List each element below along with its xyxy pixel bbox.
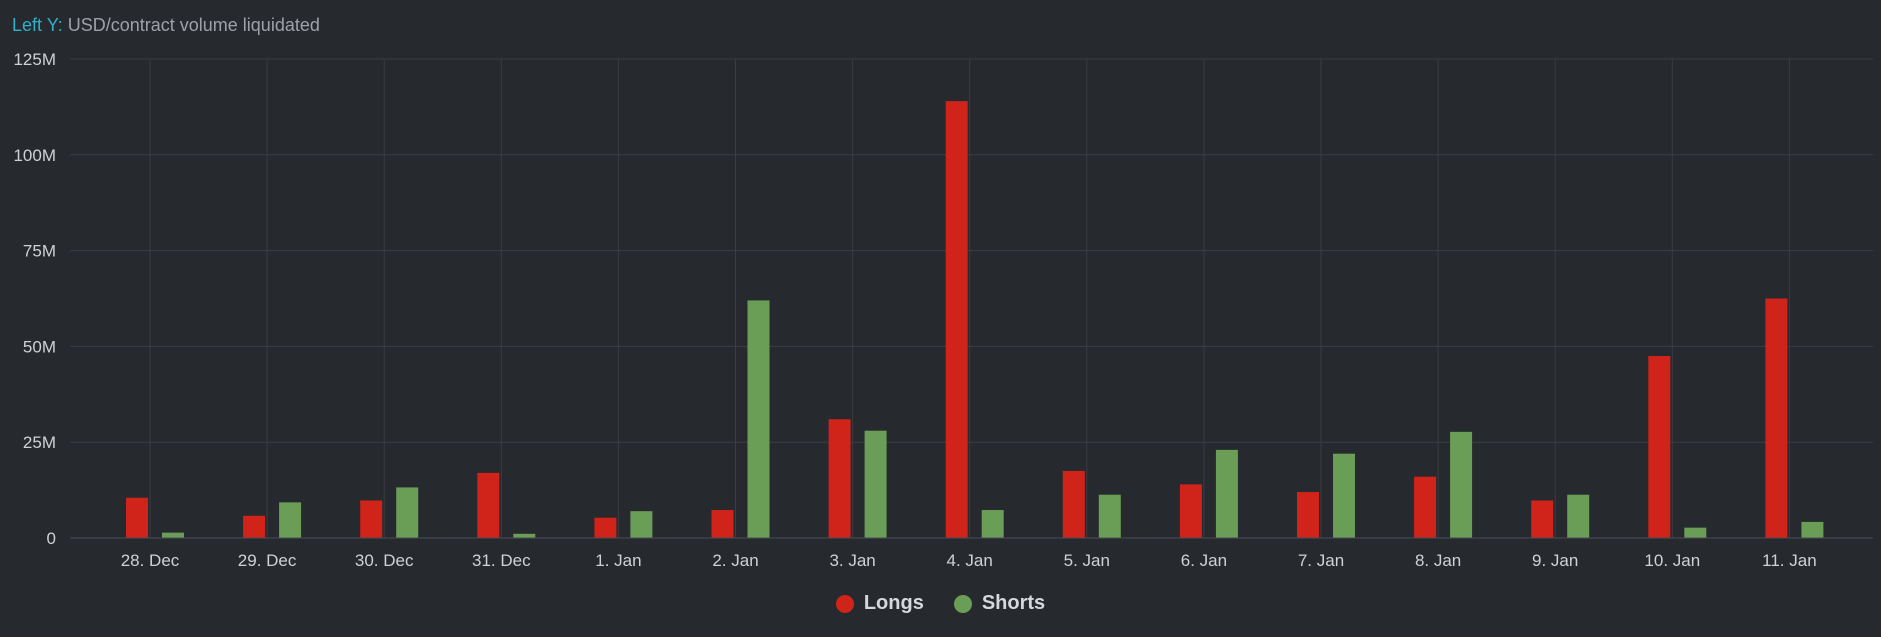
x-tick-label: 11. Jan <box>1762 551 1817 570</box>
longs-swatch-icon <box>835 594 854 613</box>
bar-longs <box>126 497 148 538</box>
bar-shorts <box>162 532 184 538</box>
axis-header-prefix: Left Y: <box>12 15 63 35</box>
bar-shorts <box>396 487 419 538</box>
y-tick-label: 75M <box>23 242 56 261</box>
legend-label-longs: Longs <box>863 592 924 614</box>
bar-shorts <box>747 300 770 538</box>
bar-chart: 0 25M 50M 75M 100M 125M 28. Dec 29. Dec 30. Dec 3… <box>13 50 1873 570</box>
bar-shorts <box>1801 521 1824 538</box>
bar-shorts <box>630 511 653 538</box>
bar-longs <box>1179 484 1202 538</box>
y-tick-label: 25M <box>23 433 56 452</box>
x-tick-label: 3. Jan <box>829 551 875 570</box>
x-tick-label: 2. Jan <box>712 551 758 570</box>
bar-shorts <box>864 430 887 538</box>
bar-shorts <box>1684 527 1707 538</box>
bar-shorts <box>1333 453 1355 538</box>
y-tick-label: 100M <box>13 146 56 165</box>
x-tick-label: 9. Jan <box>1532 551 1578 570</box>
bar-shorts <box>1215 449 1238 538</box>
bar-longs <box>945 101 968 538</box>
x-tick-label: 8. Jan <box>1415 551 1461 570</box>
bar-shorts <box>1567 494 1590 538</box>
bar-shorts <box>1450 431 1473 538</box>
x-tick-label: 4. Jan <box>947 551 993 570</box>
x-tick-label: 29. Dec <box>238 551 297 570</box>
legend-item-shorts[interactable]: Shorts <box>953 592 1046 615</box>
axis-header-text: USD/contract volume liquidated <box>67 15 320 35</box>
bar-longs <box>477 472 500 538</box>
bar-longs <box>828 419 851 538</box>
x-tick-label: 5. Jan <box>1064 551 1110 570</box>
axis-header: Left Y: USD/contract volume liquidated <box>12 15 320 36</box>
x-tick-label: 28. Dec <box>121 551 180 570</box>
bar-longs <box>1414 476 1437 538</box>
legend-item-longs[interactable]: Longs <box>835 592 924 615</box>
bar-shorts <box>279 502 302 538</box>
bar-longs <box>360 500 383 538</box>
bar-shorts <box>981 510 1004 538</box>
bar-longs <box>594 517 617 538</box>
bar-longs <box>1648 355 1671 538</box>
bar-longs <box>1765 298 1788 538</box>
bar-shorts <box>1098 494 1121 538</box>
x-tick-label: 30. Dec <box>355 551 414 570</box>
y-tick-label: 125M <box>13 50 56 69</box>
legend: Longs Shorts <box>0 592 1881 615</box>
y-tick-label: 0 <box>47 529 56 548</box>
x-tick-label: 1. Jan <box>595 551 641 570</box>
x-tick-label: 7. Jan <box>1298 551 1344 570</box>
bar-shorts <box>513 533 536 538</box>
bar-longs <box>711 510 734 538</box>
x-tick-label: 10. Jan <box>1644 551 1700 570</box>
bar-longs <box>243 515 266 538</box>
x-tick-label: 6. Jan <box>1181 551 1227 570</box>
legend-label-shorts: Shorts <box>981 592 1046 614</box>
bar-longs <box>1531 500 1554 538</box>
bar-longs <box>1297 492 1319 538</box>
x-tick-label: 31. Dec <box>472 551 531 570</box>
y-tick-label: 50M <box>23 337 56 356</box>
bar-longs <box>1062 470 1085 538</box>
shorts-swatch-icon <box>953 594 972 613</box>
